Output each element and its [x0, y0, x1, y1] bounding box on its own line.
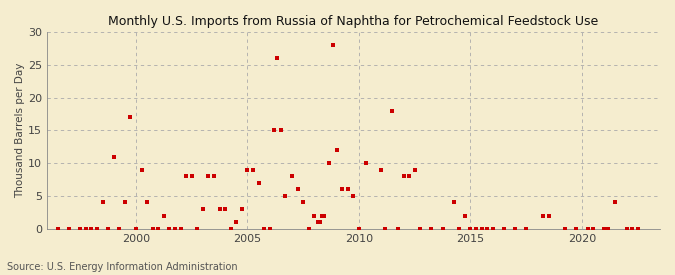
Point [398, 174, 409, 178]
Point [63, 226, 74, 231]
Point [603, 226, 614, 231]
Point [626, 226, 637, 231]
Point [415, 226, 426, 231]
Point [164, 226, 175, 231]
Point [599, 226, 610, 231]
Point [404, 174, 414, 178]
Point [476, 226, 487, 231]
Point [571, 226, 582, 231]
Point [203, 174, 214, 178]
Point [426, 226, 437, 231]
Point [92, 226, 103, 231]
Point [317, 213, 327, 218]
Point [80, 226, 91, 231]
Point [209, 174, 219, 178]
Point [521, 226, 532, 231]
Point [108, 154, 119, 159]
Point [409, 167, 420, 172]
Point [130, 226, 141, 231]
Point [470, 226, 481, 231]
Point [114, 226, 125, 231]
Point [348, 194, 359, 198]
Point [437, 226, 448, 231]
Point [543, 213, 554, 218]
Point [248, 167, 259, 172]
Point [192, 226, 202, 231]
Point [319, 213, 329, 218]
Point [560, 226, 570, 231]
Point [303, 226, 314, 231]
Point [582, 226, 593, 231]
Point [214, 207, 225, 211]
Point [242, 167, 253, 172]
Point [342, 187, 353, 191]
Point [387, 108, 398, 113]
Point [327, 43, 338, 47]
Point [632, 226, 643, 231]
Point [153, 226, 163, 231]
Point [272, 56, 283, 60]
Point [448, 200, 459, 205]
Point [379, 226, 390, 231]
Point [53, 226, 63, 231]
Point [265, 226, 275, 231]
Point [588, 226, 599, 231]
Point [125, 115, 136, 119]
Point [487, 226, 498, 231]
Point [231, 220, 242, 224]
Point [236, 207, 247, 211]
Point [482, 226, 493, 231]
Point [393, 226, 404, 231]
Point [169, 226, 180, 231]
Point [537, 213, 548, 218]
Point [510, 226, 520, 231]
Point [136, 167, 147, 172]
Point [315, 220, 325, 224]
Text: Source: U.S. Energy Information Administration: Source: U.S. Energy Information Administ… [7, 262, 238, 272]
Y-axis label: Thousand Barrels per Day: Thousand Barrels per Day [15, 63, 25, 198]
Point [103, 226, 113, 231]
Point [454, 226, 464, 231]
Point [225, 226, 236, 231]
Point [376, 167, 387, 172]
Point [275, 128, 286, 133]
Point [181, 174, 192, 178]
Point [142, 200, 153, 205]
Point [331, 148, 342, 152]
Point [259, 226, 269, 231]
Point [361, 161, 372, 165]
Point [354, 226, 364, 231]
Point [337, 187, 348, 191]
Point [159, 213, 169, 218]
Point [186, 174, 197, 178]
Point [287, 174, 298, 178]
Point [279, 194, 290, 198]
Point [253, 181, 264, 185]
Point [292, 187, 303, 191]
Point [147, 226, 158, 231]
Point [621, 226, 632, 231]
Point [610, 200, 621, 205]
Point [465, 226, 476, 231]
Point [324, 161, 335, 165]
Point [220, 207, 231, 211]
Point [75, 226, 86, 231]
Point [198, 207, 209, 211]
Title: Monthly U.S. Imports from Russia of Naphtha for Petrochemical Feedstock Use: Monthly U.S. Imports from Russia of Naph… [108, 15, 599, 28]
Point [313, 220, 323, 224]
Point [97, 200, 108, 205]
Point [268, 128, 279, 133]
Point [86, 226, 97, 231]
Point [460, 213, 470, 218]
Point [298, 200, 308, 205]
Point [119, 200, 130, 205]
Point [499, 226, 510, 231]
Point [309, 213, 320, 218]
Point [175, 226, 186, 231]
